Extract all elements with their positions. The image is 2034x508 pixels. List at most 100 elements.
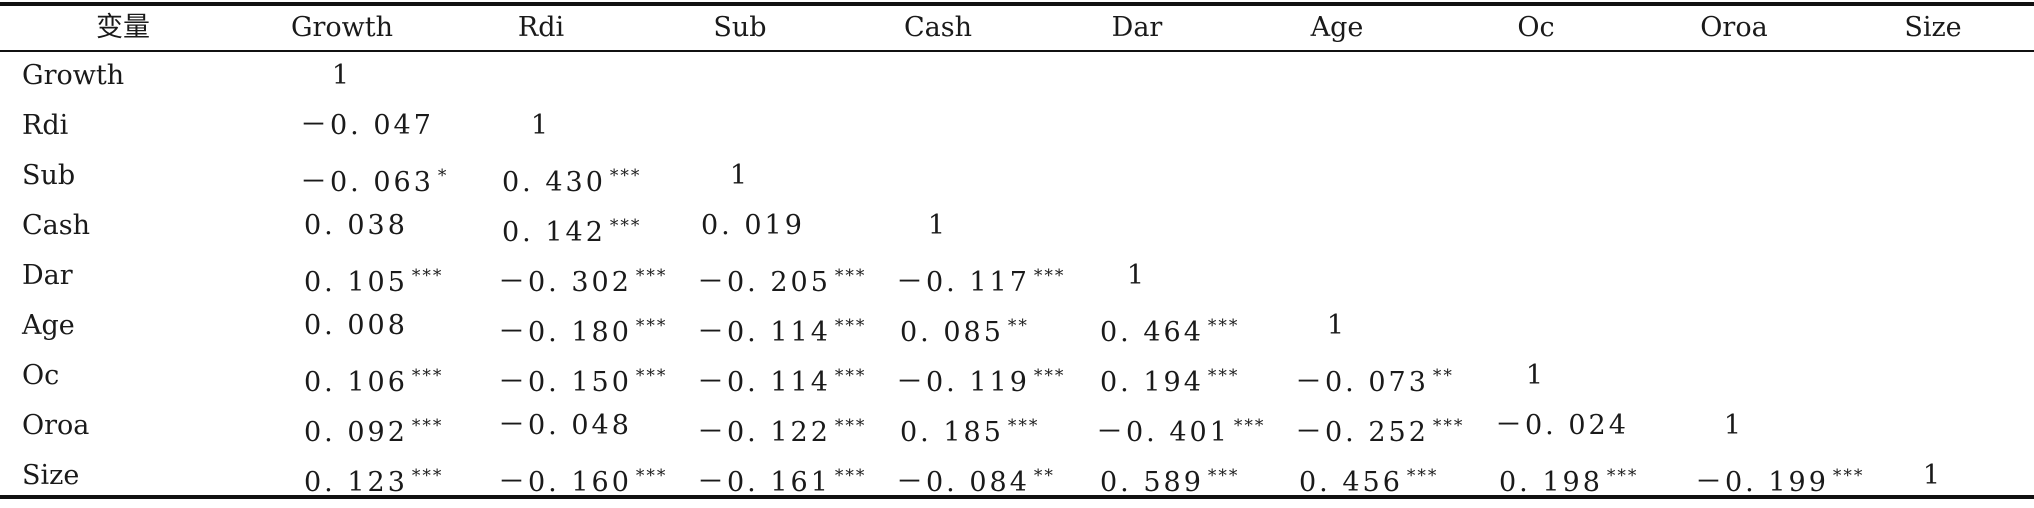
- significance-stars: ***: [609, 216, 642, 236]
- cell-oroa-dar: －0. 401 ***: [1096, 401, 1265, 451]
- cell-value: 0. 194: [1100, 367, 1204, 398]
- significance-stars: ***: [1606, 466, 1639, 486]
- significance-stars: ***: [1207, 366, 1240, 386]
- cell-rdi-growth: －0. 047: [300, 101, 434, 151]
- cell-cash-growth: 0. 038: [304, 201, 408, 251]
- cell-oc-age: －0. 073 **: [1295, 351, 1454, 401]
- cell-cash-sub: 0. 019: [701, 201, 805, 251]
- cell-oc-cash: －0. 119 ***: [896, 351, 1065, 401]
- cell-dar-sub: －0. 205 ***: [697, 251, 866, 301]
- header-age: Age: [1310, 12, 1364, 43]
- significance-stars: ***: [834, 316, 867, 336]
- row-label-oroa: Oroa: [22, 410, 90, 441]
- cell-value: －0. 161: [697, 467, 831, 498]
- cell-value: 1: [927, 210, 949, 241]
- cell-size-oc: 0. 198 ***: [1499, 451, 1638, 501]
- cell-value: 1: [331, 60, 353, 91]
- cell-size-rdi: －0. 160 ***: [498, 451, 667, 501]
- cell-value: －0. 084: [896, 467, 1030, 498]
- cell-growth-growth: 1: [332, 51, 352, 101]
- cell-oroa-oc: －0. 024: [1495, 401, 1629, 451]
- significance-stars: *: [437, 166, 449, 186]
- cell-value: 0. 085: [900, 317, 1004, 348]
- header-growth: Growth: [290, 12, 394, 43]
- header-oc: Oc: [1517, 12, 1555, 43]
- row-label-size: Size: [22, 460, 80, 491]
- cell-value: 0. 142: [502, 217, 606, 248]
- header-corner: 变量: [96, 12, 150, 43]
- cell-value: 0. 589: [1100, 467, 1204, 498]
- row-label-dar: Dar: [22, 260, 73, 291]
- cell-value: 0. 456: [1299, 467, 1403, 498]
- significance-stars: ***: [1432, 416, 1465, 436]
- row-label-cash: Cash: [22, 210, 91, 241]
- cell-value: 1: [1525, 360, 1547, 391]
- cell-size-sub: －0. 161 ***: [697, 451, 866, 501]
- row-label-age: Age: [22, 310, 75, 341]
- significance-stars: **: [1007, 316, 1029, 336]
- significance-stars: ***: [609, 166, 642, 186]
- cell-age-dar: 0. 464 ***: [1100, 301, 1239, 351]
- cell-oroa-growth: 0. 092 ***: [304, 401, 443, 451]
- significance-stars: ***: [411, 366, 444, 386]
- cell-value: 1: [1326, 310, 1348, 341]
- cell-dar-dar: 1: [1127, 251, 1147, 301]
- cell-value: －0. 117: [896, 267, 1030, 298]
- cell-value: 1: [1126, 260, 1148, 291]
- cell-size-size: 1: [1923, 451, 1943, 501]
- cell-oc-rdi: －0. 150 ***: [498, 351, 667, 401]
- cell-cash-cash: 1: [928, 201, 948, 251]
- header-oroa: Oroa: [1700, 12, 1768, 43]
- cell-value: 0. 008: [304, 310, 408, 341]
- significance-stars: ***: [1033, 366, 1066, 386]
- cell-value: 0. 092: [304, 417, 408, 448]
- significance-stars: ***: [1033, 266, 1066, 286]
- cell-value: －0. 073: [1295, 367, 1429, 398]
- cell-value: －0. 047: [300, 110, 434, 141]
- header-dar: Dar: [1111, 12, 1163, 43]
- significance-stars: ***: [411, 266, 444, 286]
- cell-value: －0. 024: [1495, 410, 1629, 441]
- cell-dar-growth: 0. 105 ***: [304, 251, 443, 301]
- significance-stars: ***: [834, 416, 867, 436]
- cell-value: 0. 106: [304, 367, 408, 398]
- cell-value: 1: [729, 160, 751, 191]
- cell-sub-growth: －0. 063 *: [300, 151, 448, 201]
- significance-stars: ***: [635, 266, 668, 286]
- significance-stars: ***: [834, 466, 867, 486]
- significance-stars: ***: [635, 366, 668, 386]
- significance-stars: **: [1432, 366, 1454, 386]
- cell-value: －0. 252: [1295, 417, 1429, 448]
- cell-size-dar: 0. 589 ***: [1100, 451, 1239, 501]
- cell-oroa-age: －0. 252 ***: [1295, 401, 1464, 451]
- significance-stars: ***: [635, 466, 668, 486]
- significance-stars: ***: [1207, 466, 1240, 486]
- cell-size-age: 0. 456 ***: [1299, 451, 1438, 501]
- cell-value: 0. 430: [502, 167, 606, 198]
- cell-age-growth: 0. 008: [304, 301, 408, 351]
- cell-sub-sub: 1: [730, 151, 750, 201]
- cell-value: 0. 019: [701, 210, 805, 241]
- cell-age-cash: 0. 085 **: [900, 301, 1029, 351]
- row-label-oc: Oc: [22, 360, 60, 391]
- table-bottom-rule: [0, 495, 2034, 499]
- cell-value: 0. 123: [304, 467, 408, 498]
- cell-size-cash: －0. 084 **: [896, 451, 1055, 501]
- significance-stars: ***: [834, 266, 867, 286]
- cell-value: 0. 198: [1499, 467, 1603, 498]
- cell-sub-rdi: 0. 430 ***: [502, 151, 641, 201]
- cell-age-sub: －0. 114 ***: [697, 301, 866, 351]
- header-sub: Sub: [713, 12, 767, 43]
- cell-value: －0. 114: [697, 317, 831, 348]
- cell-value: －0. 302: [498, 267, 632, 298]
- cell-value: －0. 048: [498, 410, 632, 441]
- significance-stars: ***: [1406, 466, 1439, 486]
- significance-stars: ***: [411, 416, 444, 436]
- cell-value: 1: [1723, 410, 1745, 441]
- cell-oroa-sub: －0. 122 ***: [697, 401, 866, 451]
- cell-value: －0. 150: [498, 367, 632, 398]
- cell-value: －0. 180: [498, 317, 632, 348]
- row-label-sub: Sub: [22, 160, 76, 191]
- cell-oc-sub: －0. 114 ***: [697, 351, 866, 401]
- cell-oc-dar: 0. 194 ***: [1100, 351, 1239, 401]
